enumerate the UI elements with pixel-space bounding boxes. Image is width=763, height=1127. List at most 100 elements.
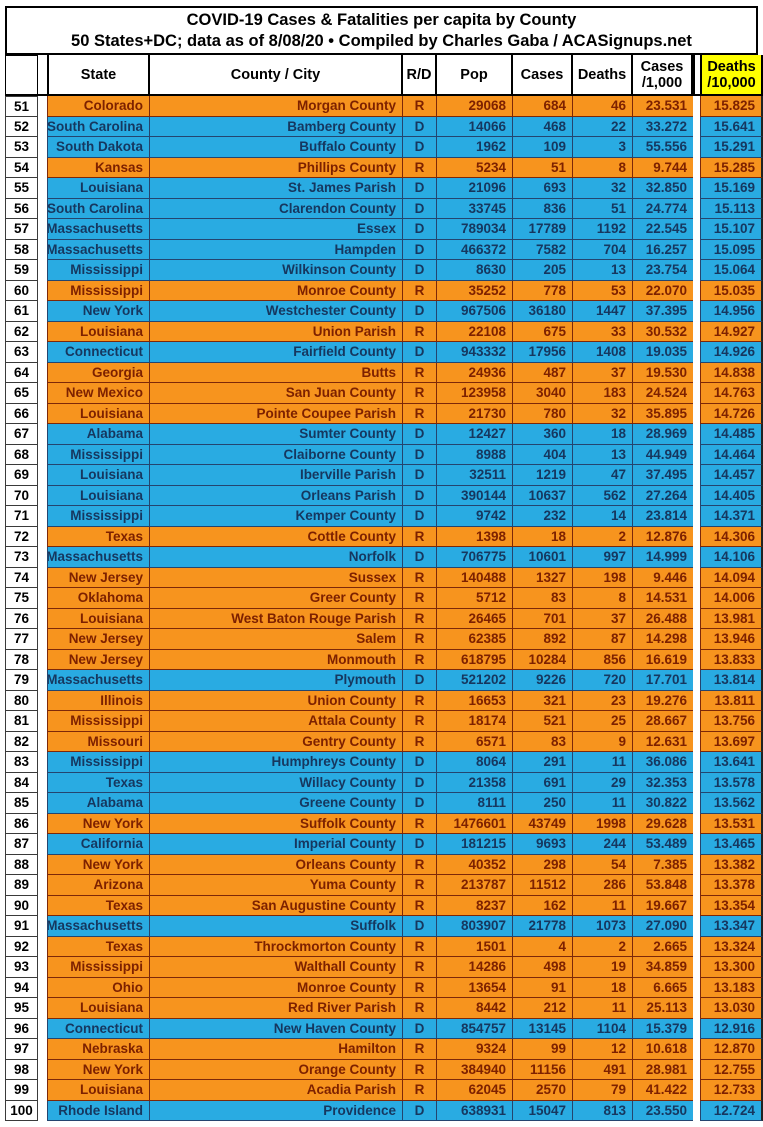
gap-cell: [693, 321, 700, 342]
county-cell: Iberville Parish: [150, 465, 403, 486]
county-cell: Monmouth: [150, 649, 403, 670]
table-row: 64 Georgia Butts R 24936 487 37 19.530 1…: [5, 362, 763, 383]
gap-cell: [693, 1039, 700, 1060]
deaths-cell: 1408: [573, 342, 633, 363]
pop-cell: 62045: [437, 1080, 513, 1101]
county-cell: Cottle County: [150, 526, 403, 547]
county-cell: Sumter County: [150, 424, 403, 445]
cases-cell: 298: [513, 854, 573, 875]
party-cell: R: [403, 895, 437, 916]
state-cell: Massachusetts: [47, 670, 150, 691]
county-cell: Bamberg County: [150, 116, 403, 137]
cases-cell: 675: [513, 321, 573, 342]
deaths-cell: 11: [573, 793, 633, 814]
pop-cell: 32511: [437, 465, 513, 486]
gap-cell: [38, 547, 47, 568]
deaths-per-10000-cell: 13.354: [700, 895, 763, 916]
table-row: 59 Mississippi Wilkinson County D 8630 2…: [5, 260, 763, 281]
gap-cell: [693, 957, 700, 978]
pop-cell: 33745: [437, 198, 513, 219]
state-cell: Oklahoma: [47, 588, 150, 609]
table-title: COVID-19 Cases & Fatalities per capita b…: [186, 10, 577, 29]
party-cell: R: [403, 998, 437, 1019]
cases-per-1000-cell: 16.619: [633, 649, 693, 670]
gap-cell: [38, 362, 47, 383]
county-cell: Union County: [150, 690, 403, 711]
party-cell: R: [403, 813, 437, 834]
cases-per-1000-cell: 22.545: [633, 219, 693, 240]
deaths-per-10000-cell: 14.464: [700, 444, 763, 465]
party-cell: R: [403, 711, 437, 732]
state-cell: South Dakota: [47, 137, 150, 158]
cases-per-1000-cell: 30.532: [633, 321, 693, 342]
pop-cell: 521202: [437, 670, 513, 691]
deaths-cell: 720: [573, 670, 633, 691]
party-cell: D: [403, 219, 437, 240]
table-row: 93 Mississippi Walthall County R 14286 4…: [5, 957, 763, 978]
cases-cell: 4: [513, 936, 573, 957]
state-cell: California: [47, 834, 150, 855]
state-cell: Ohio: [47, 977, 150, 998]
county-cell: Orleans County: [150, 854, 403, 875]
state-cell: New York: [47, 301, 150, 322]
cases-cell: 17789: [513, 219, 573, 240]
party-cell: D: [403, 137, 437, 158]
state-cell: New York: [47, 813, 150, 834]
cases-per-1000-cell: 26.488: [633, 608, 693, 629]
cases-per-1000-cell: 27.090: [633, 916, 693, 937]
cases-per-1000-cell: 53.489: [633, 834, 693, 855]
pop-cell: 16653: [437, 690, 513, 711]
cases-per-1000-cell: 28.981: [633, 1059, 693, 1080]
pop-cell: 62385: [437, 629, 513, 650]
county-cell: Pointe Coupee Parish: [150, 403, 403, 424]
header-gap: [38, 55, 47, 96]
table-row: 77 New Jersey Salem R 62385 892 87 14.29…: [5, 629, 763, 650]
cases-per-1000-cell: 23.754: [633, 260, 693, 281]
table-row: 72 Texas Cottle County R 1398 18 2 12.87…: [5, 526, 763, 547]
deaths-cell: 491: [573, 1059, 633, 1080]
county-cell: Butts: [150, 362, 403, 383]
deaths-per-10000-cell: 13.465: [700, 834, 763, 855]
rank-cell: 73: [5, 547, 38, 568]
deaths-per-10000-cell: 12.916: [700, 1018, 763, 1039]
county-cell: Sussex: [150, 567, 403, 588]
rank-cell: 68: [5, 444, 38, 465]
party-cell: D: [403, 178, 437, 199]
gap-cell: [38, 383, 47, 404]
rank-cell: 57: [5, 219, 38, 240]
county-cell: New Haven County: [150, 1018, 403, 1039]
state-cell: Louisiana: [47, 485, 150, 506]
rank-cell: 87: [5, 834, 38, 855]
deaths-cell: 12: [573, 1039, 633, 1060]
pop-cell: 35252: [437, 280, 513, 301]
state-cell: Massachusetts: [47, 916, 150, 937]
deaths-per-10000-cell: 15.107: [700, 219, 763, 240]
party-cell: R: [403, 1080, 437, 1101]
pop-cell: 29068: [437, 96, 513, 117]
deaths-cell: 32: [573, 178, 633, 199]
table-row: 100 Rhode Island Providence D 638931 150…: [5, 1100, 763, 1121]
county-cell: Suffolk: [150, 916, 403, 937]
deaths-per-10000-cell: 14.927: [700, 321, 763, 342]
deaths-cell: 29: [573, 772, 633, 793]
county-cell: Providence: [150, 1100, 403, 1121]
header-state: State: [47, 55, 150, 96]
cases-cell: 13145: [513, 1018, 573, 1039]
county-cell: Willacy County: [150, 772, 403, 793]
table-row: 89 Arizona Yuma County R 213787 11512 28…: [5, 875, 763, 896]
deaths-cell: 9: [573, 731, 633, 752]
deaths-cell: 37: [573, 608, 633, 629]
state-cell: New York: [47, 854, 150, 875]
cases-cell: 404: [513, 444, 573, 465]
cases-per-1000-cell: 23.814: [633, 506, 693, 527]
gap-cell: [38, 957, 47, 978]
deaths-per-10000-cell: 14.956: [700, 301, 763, 322]
table-row: 83 Mississippi Humphreys County D 8064 2…: [5, 752, 763, 773]
cases-per-1000-cell: 24.774: [633, 198, 693, 219]
cases-per-1000-cell: 29.628: [633, 813, 693, 834]
rank-cell: 74: [5, 567, 38, 588]
rank-cell: 69: [5, 465, 38, 486]
table-row: 95 Louisiana Red River Parish R 8442 212…: [5, 998, 763, 1019]
gap-cell: [693, 998, 700, 1019]
gap-cell: [693, 465, 700, 486]
